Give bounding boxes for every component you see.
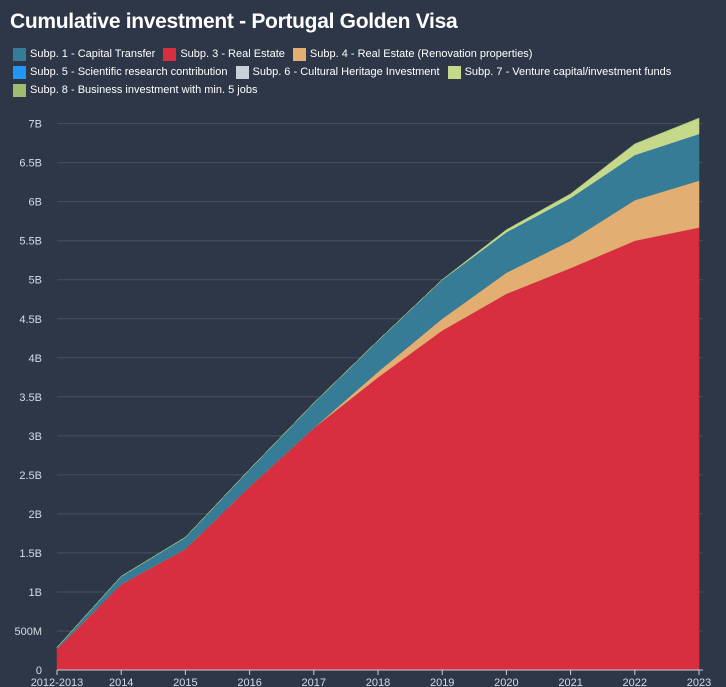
x-tick-label: 2018	[366, 677, 390, 687]
x-tick-label: 2019	[430, 677, 454, 687]
legend-swatch	[235, 65, 249, 79]
y-tick-label: 500M	[14, 626, 42, 638]
legend-swatch	[13, 83, 26, 97]
legend-label: Subp. 1 - Capital Transfer	[30, 48, 156, 60]
y-tick-label: 7B	[29, 119, 42, 131]
legend-item-subp-5-scientific-research-contribution[interactable]: Subp. 5 - Scientific research contributi…	[13, 64, 228, 80]
y-tick-label: 6.5B	[19, 158, 42, 170]
legend-label: Subp. 6 - Cultural Heritage Investment	[252, 66, 440, 78]
legend-swatch	[13, 65, 26, 79]
legend-label: Subp. 8 - Business investment with min. …	[30, 84, 258, 96]
y-tick-label: 6B	[29, 197, 42, 209]
y-tick-label: 0	[36, 665, 42, 677]
chart-title: Cumulative investment - Portugal Golden …	[10, 10, 458, 33]
x-tick-label: 2017	[302, 677, 326, 687]
legend-item-subp-3-real-estate[interactable]: Subp. 3 - Real Estate	[163, 46, 285, 62]
x-tick-label: 2016	[237, 677, 261, 687]
y-axis-ticks: 0 500M 1B 1.5B 2B 2.5B 3B 3.5B 4B 4.5B 5B 5.5B 6B 6.5…	[14, 119, 42, 677]
x-tick-label: 2012-2013	[31, 677, 84, 687]
y-tick-label: 4.5B	[19, 314, 42, 326]
legend-swatch	[163, 47, 177, 61]
area-subp-3-real-estate[interactable]	[56, 227, 700, 671]
legend-item-subp-6-cultural-heritage-investment[interactable]: Subp. 6 - Cultural Heritage Investment	[235, 64, 440, 80]
legend-label: Subp. 7 - Venture capital/investment fun…	[464, 66, 672, 78]
chart-legend: Subp. 1 - Capital Transfer Subp. 3 - Real…	[13, 46, 718, 98]
y-tick-label: 2B	[29, 509, 42, 521]
y-tick-label: 1B	[29, 587, 42, 599]
x-tick-label: 2014	[109, 677, 133, 687]
x-tick-label: 2021	[558, 677, 582, 687]
y-tick-label: 5.5B	[19, 236, 42, 248]
x-tick-label: 2022	[623, 677, 647, 687]
legend-label: Subp. 5 - Scientific research contributi…	[30, 66, 228, 78]
area-series	[56, 117, 700, 671]
x-tick-label: 2020	[494, 677, 518, 687]
legend-swatch	[292, 47, 306, 61]
y-tick-label: 5B	[29, 275, 42, 287]
legend-label: Subp. 3 - Real Estate	[180, 48, 285, 60]
legend-label: Subp. 4 - Real Estate (Renovation proper…	[309, 48, 533, 60]
legend-swatch	[447, 65, 461, 79]
y-tick-label: 4B	[29, 353, 42, 365]
y-tick-label: 1.5B	[19, 548, 42, 560]
legend-item-subp-8-business-investment-with-min-5-jobs[interactable]: Subp. 8 - Business investment with min. …	[13, 82, 257, 98]
x-axis-ticks: 2012-2013 2014 2015 2016 2017 2018 2019 2020 202…	[31, 670, 711, 687]
legend-swatch	[13, 47, 26, 61]
y-tick-label: 3B	[29, 431, 42, 443]
legend-item-subp-1-capital-transfer[interactable]: Subp. 1 - Capital Transfer	[13, 46, 155, 62]
legend-item-subp-7-venture-capital-investment-funds[interactable]: Subp. 7 - Venture capital/investment fun…	[447, 64, 672, 80]
y-tick-label: 2.5B	[19, 470, 42, 482]
y-tick-label: 3.5B	[19, 392, 42, 404]
legend-item-subp-4-real-estate-renovation-properties[interactable]: Subp. 4 - Real Estate (Renovation proper…	[292, 46, 533, 62]
x-tick-label: 2015	[173, 677, 197, 687]
x-tick-label: 2023	[687, 677, 711, 687]
